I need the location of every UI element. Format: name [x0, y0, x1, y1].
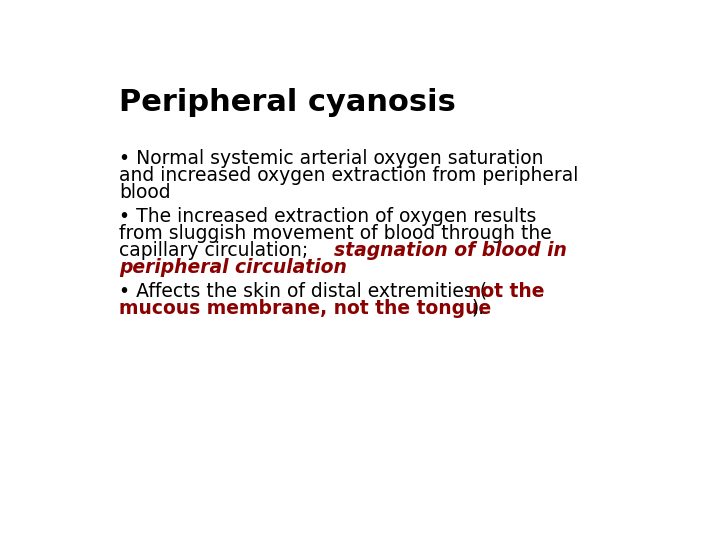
Text: mucous membrane, not the tongue: mucous membrane, not the tongue	[120, 299, 492, 318]
Text: capillary circulation;: capillary circulation;	[120, 241, 315, 260]
Text: Peripheral cyanosis: Peripheral cyanosis	[120, 88, 456, 117]
Text: from sluggish movement of blood through the: from sluggish movement of blood through …	[120, 224, 552, 243]
Text: and increased oxygen extraction from peripheral: and increased oxygen extraction from per…	[120, 166, 579, 185]
Text: • The increased extraction of oxygen results: • The increased extraction of oxygen res…	[120, 207, 537, 226]
Text: ).: ).	[471, 299, 484, 318]
Text: blood: blood	[120, 184, 171, 202]
Text: • Normal systemic arterial oxygen saturation: • Normal systemic arterial oxygen satura…	[120, 150, 544, 168]
Text: stagnation of blood in: stagnation of blood in	[334, 241, 567, 260]
Text: • Affects the skin of distal extremities (: • Affects the skin of distal extremities…	[120, 282, 487, 301]
Text: not the: not the	[468, 282, 544, 301]
Text: peripheral circulation: peripheral circulation	[120, 258, 347, 277]
